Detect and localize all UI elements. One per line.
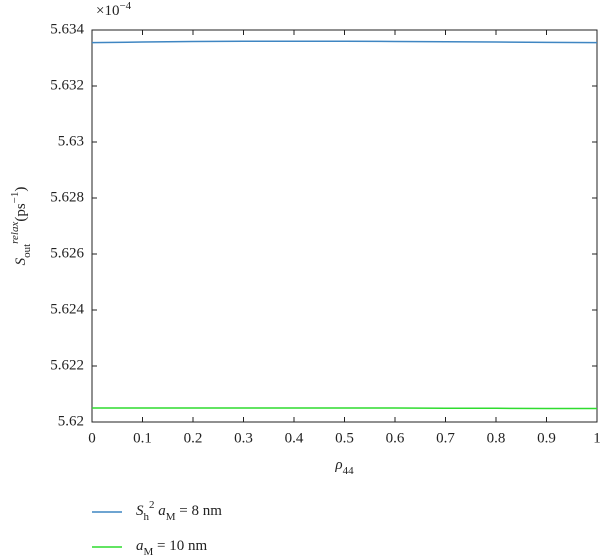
label-part: a [155, 503, 166, 519]
x-tick-label: 0.9 [537, 430, 556, 446]
y-tick-label: 5.622 [50, 357, 84, 373]
x-tick-label: 0.8 [487, 430, 506, 446]
y-tick-label: 5.632 [50, 77, 84, 93]
x-tick-label: 0.7 [436, 430, 455, 446]
label-part: = 10 nm [153, 538, 207, 554]
plot-frame [91, 29, 598, 423]
x-tick-label: 0.1 [133, 430, 152, 446]
x-tick-label: 0.5 [335, 430, 354, 446]
y-tick-label: 5.634 [50, 21, 84, 37]
series-line [92, 407, 597, 410]
series-line [91, 40, 598, 44]
label-part: = 8 nm [176, 503, 223, 519]
label-part: S [13, 257, 29, 265]
x-axis-label: ρ44 [334, 457, 354, 476]
x-tick-label: 0.3 [234, 430, 253, 446]
label-part: 44 [343, 465, 355, 477]
y-tick-label: 5.628 [50, 189, 84, 205]
label-part: ) [13, 187, 29, 192]
x-tick-label: 1 [593, 430, 600, 446]
label-part: 2 [149, 499, 155, 511]
x-tick-label: 0.2 [184, 430, 203, 446]
label-part: h [144, 511, 150, 523]
label-part: a [136, 538, 144, 554]
label-part: M [166, 511, 176, 523]
label-part: ρ [334, 457, 342, 473]
x-tick-label: 0.6 [386, 430, 405, 446]
legend-label: Sh2 aM = 8 nm [136, 499, 222, 523]
label-part: S [136, 503, 144, 519]
x-tick-label: 0.4 [285, 430, 304, 446]
y-axis-label: Soutrelax(ps−1) [9, 187, 33, 266]
offset-exponent: −4 [119, 0, 131, 12]
label-part: M [144, 546, 154, 558]
offset-base: ×10 [96, 3, 119, 19]
label-part: out [21, 244, 33, 258]
label-part: relax [9, 222, 21, 244]
y-tick-label: 5.626 [50, 245, 84, 261]
y-offset-text: ×10−4 [96, 0, 132, 19]
y-tick-label: 5.62 [58, 413, 84, 429]
legend-label: aM = 10 nm [136, 538, 207, 557]
label-part: −1 [9, 192, 21, 204]
y-tick-label: 5.624 [50, 301, 84, 317]
y-tick-label: 5.63 [58, 133, 84, 149]
label-part: (ps [13, 203, 29, 221]
x-tick-label: 0 [88, 430, 96, 446]
